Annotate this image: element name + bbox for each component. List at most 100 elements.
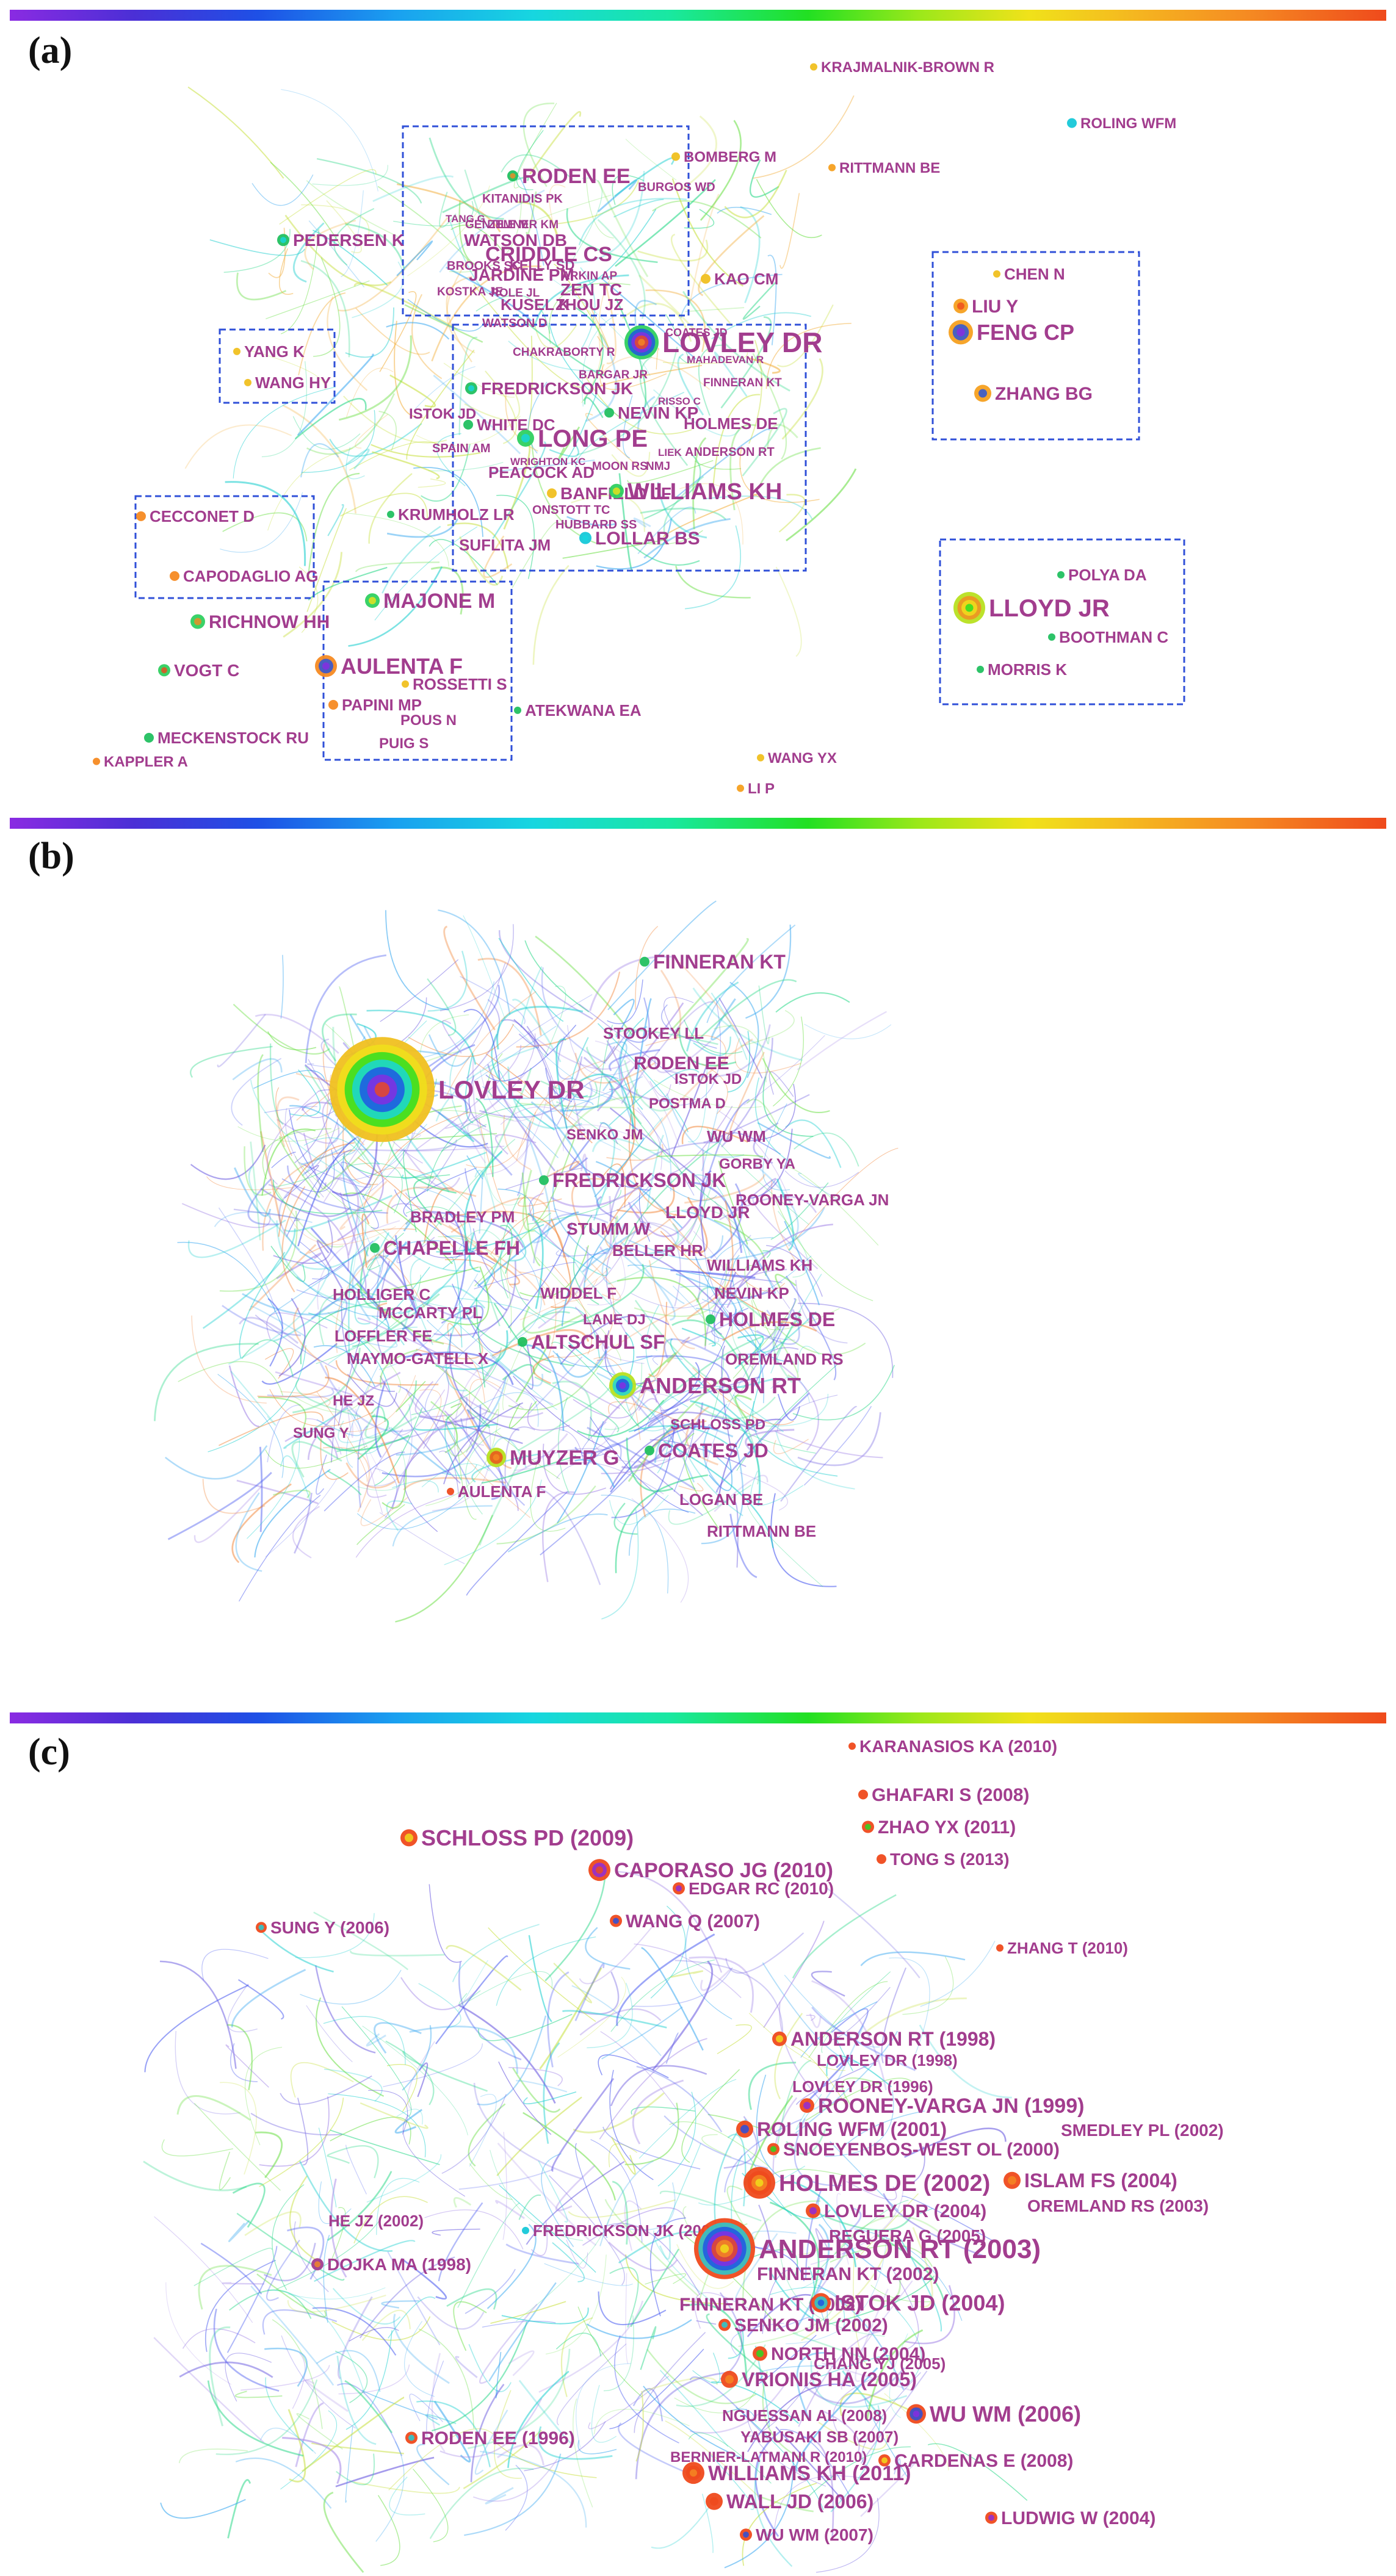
network-link (586, 179, 614, 239)
network-link (318, 2181, 352, 2224)
node-anderson-rt-1998: ANDERSON RT (1998) (772, 2028, 996, 2050)
node-lovley-dr: LOVLEY DR (624, 325, 822, 359)
node-ring (1067, 118, 1077, 128)
node-brooks-sc: BROOKS SC (447, 259, 521, 273)
network-link (611, 1420, 676, 1518)
network-link (742, 2200, 821, 2307)
network-link (527, 381, 548, 454)
network-link (646, 1135, 664, 1210)
node-ring (993, 270, 1000, 278)
network-link (435, 1955, 508, 2044)
network-link (281, 1149, 335, 1192)
network-link (698, 2165, 806, 2206)
network-link (269, 1043, 284, 1125)
network-link (302, 2397, 405, 2472)
network-link (296, 1276, 402, 1317)
node-kelly-sd: KELLY SD (510, 258, 574, 273)
network-link (722, 1321, 817, 1341)
network-link (588, 2375, 670, 2430)
network-link (237, 1979, 284, 2020)
network-link (870, 2284, 930, 2303)
network-link (745, 1429, 795, 1454)
network-link (345, 1462, 396, 1488)
network-link (634, 530, 703, 545)
network-link (643, 1385, 745, 1432)
network-link (154, 2216, 253, 2323)
network-link (335, 1243, 395, 1354)
network-link (378, 1273, 479, 1370)
network-link (291, 1441, 342, 1478)
network-link (612, 1215, 618, 1243)
node-ring (144, 732, 154, 743)
network-link (443, 925, 496, 1031)
network-link (264, 2347, 308, 2387)
network-link (330, 2129, 440, 2165)
network-link (445, 1403, 462, 1421)
network-link (449, 1030, 477, 1139)
network-link (762, 1103, 790, 1191)
network-link (320, 1426, 349, 1480)
timeline-bar-b (10, 818, 1386, 829)
network-link (841, 2280, 913, 2390)
network-link (809, 2013, 822, 2029)
node-dojka-ma-1998: DOJKA MA (1998) (311, 2255, 471, 2274)
network-link (308, 1312, 391, 1392)
network-link (595, 1161, 683, 1228)
node-chen-n: CHEN N (993, 265, 1065, 283)
network-link (469, 1232, 481, 1272)
network-link (445, 1305, 468, 1391)
network-link (574, 1307, 607, 1361)
network-link (775, 1274, 797, 1290)
network-link (650, 1376, 761, 1420)
network-link (200, 2242, 262, 2295)
network-link (770, 1182, 829, 1240)
network-link (613, 1503, 638, 1535)
node-ring (194, 618, 201, 626)
network-link (501, 2307, 589, 2325)
network-link (380, 1349, 418, 1388)
network-link (485, 1025, 577, 1082)
network-link (674, 1960, 784, 2033)
network-link (576, 347, 678, 456)
network-link (460, 1418, 526, 1506)
network-link (201, 1949, 269, 1981)
network-link (557, 2343, 627, 2426)
network-link (848, 2207, 862, 2232)
network-link (736, 1322, 783, 1356)
network-link (445, 1369, 512, 1470)
network-link (441, 1124, 487, 1152)
network-link (342, 1153, 369, 1257)
network-link (598, 271, 617, 376)
network-link (297, 353, 374, 436)
network-link (704, 1359, 754, 1469)
timeline-bar-a (10, 10, 1386, 21)
node-roling-wfm: ROLING WFM (1067, 115, 1176, 132)
node-label: FINNERAN KT (2002) (679, 2295, 861, 2315)
network-link (307, 1371, 401, 1460)
network-link (600, 2031, 678, 2111)
network-link (284, 214, 392, 286)
node-north-nn-2004: NORTH NN (2004) (753, 2344, 925, 2364)
network-link (585, 334, 617, 422)
network-link (345, 307, 394, 358)
network-link (444, 990, 537, 1100)
network-link (512, 521, 560, 588)
network-link (331, 2316, 431, 2341)
node-altschul-sf: ALTSCHUL SF (518, 1331, 665, 1353)
network-link (442, 1020, 462, 1054)
network-link (503, 1114, 532, 1171)
network-link (342, 1185, 366, 1264)
node-label: EDGAR RC (2010) (689, 1879, 834, 1898)
network-link (255, 2131, 283, 2179)
node-anderson-rt-2003: ANDERSON RT (2003) (694, 2218, 1041, 2279)
network-link (474, 1169, 498, 1219)
network-link (450, 1257, 463, 1348)
node-label: HOLMES DE (719, 1308, 835, 1330)
network-link (724, 170, 787, 218)
node-ring (803, 2102, 811, 2110)
network-link (569, 1131, 596, 1171)
network-link (508, 1401, 537, 1429)
node-holmes-de: HOLMES DE (706, 1308, 835, 1330)
network-link (544, 1874, 606, 1982)
network-link (376, 1260, 391, 1365)
